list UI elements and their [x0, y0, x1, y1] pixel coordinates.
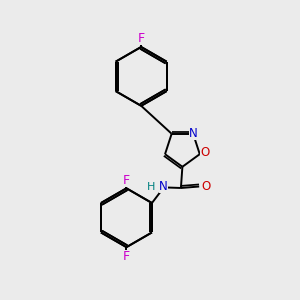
Text: O: O [201, 180, 210, 193]
Text: N: N [189, 127, 198, 140]
Text: N: N [159, 180, 168, 193]
Text: F: F [138, 32, 145, 45]
Text: F: F [122, 173, 129, 187]
Text: O: O [200, 146, 210, 160]
Text: H: H [147, 182, 156, 192]
Text: F: F [123, 250, 130, 262]
Text: F: F [138, 32, 145, 45]
